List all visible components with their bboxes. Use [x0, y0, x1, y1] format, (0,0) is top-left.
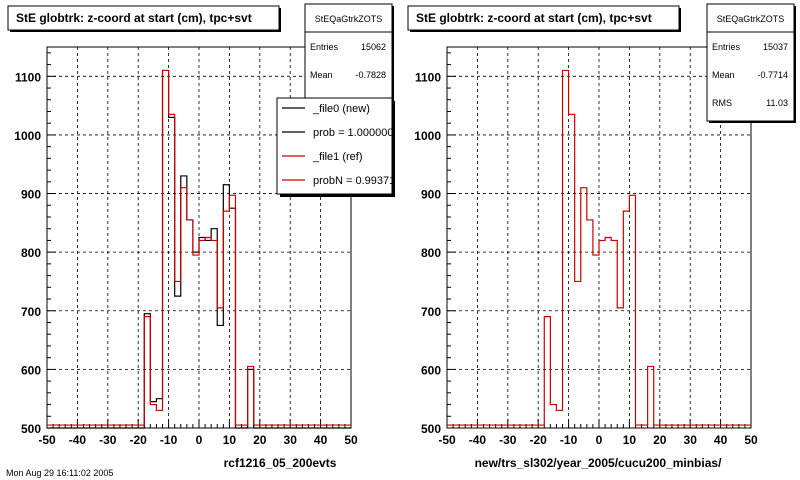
- x-tick-label: -40: [469, 433, 487, 447]
- x-tick-label: 10: [223, 433, 237, 447]
- footer-timestamp: Mon Aug 29 16:11:02 2005: [6, 468, 113, 478]
- x-tick-label: 40: [714, 433, 728, 447]
- stats-box: [706, 3, 795, 122]
- x-tick-label: -20: [130, 433, 148, 447]
- x-axis-title: new/trs_sl302/year_2005/cucu200_minbias/: [475, 456, 722, 470]
- histogram-panel-2: -50 -40 -30 -20 -10 0 10 20 30 40 50 500 600 700 800 90…: [407, 3, 796, 470]
- y-tick-label: 700: [421, 305, 441, 319]
- x-axis-title: rcf1216_05_200evts: [224, 456, 337, 470]
- x-tick-label: 10: [623, 433, 637, 447]
- title-box: [407, 5, 680, 31]
- stats-label: Mean: [712, 70, 735, 80]
- y-tick-label: 500: [421, 422, 441, 436]
- stats-title: StEQaGtrkZOTS: [315, 14, 383, 24]
- histogram-series-2: [47, 69, 351, 426]
- x-tick-label: 20: [653, 433, 667, 447]
- y-tick-label: 1100: [15, 70, 41, 84]
- stats-label: RMS: [712, 98, 732, 108]
- stats-label: Entries: [712, 42, 741, 52]
- y-tick-label: 1000: [14, 129, 41, 143]
- stats-value: 15062: [361, 42, 386, 52]
- x-tick-label: -30: [99, 433, 117, 447]
- legend-box: [276, 97, 393, 195]
- x-tick-label: -50: [38, 433, 56, 447]
- y-tick-label: 600: [421, 363, 441, 377]
- x-tick-label: -50: [438, 433, 456, 447]
- x-tick-label: -10: [160, 433, 178, 447]
- x-tick-label: 30: [284, 433, 298, 447]
- x-tick-label: 20: [253, 433, 267, 447]
- histogram-panel-1: -50 -40 -30 -20 -10 0 10 20 30 40 50 500 600 700 800 90…: [6, 3, 395, 478]
- y-tick-label: 1000: [414, 129, 441, 143]
- x-tick-label: -10: [560, 433, 578, 447]
- x-tick-label: 0: [596, 433, 603, 447]
- legend-label: prob = 1.000000: [313, 127, 393, 139]
- x-tick-label: 30: [684, 433, 698, 447]
- x-tick-label: 40: [314, 433, 328, 447]
- stats-label: Entries: [310, 42, 339, 52]
- legend-label: probN = 0.99371: [313, 175, 395, 187]
- stats-value: -0.7828: [355, 70, 386, 80]
- x-tick-label: 50: [344, 433, 358, 447]
- stats-value: -0.7714: [757, 70, 788, 80]
- legend-label: _file1 (ref): [312, 151, 363, 163]
- x-tick-label: -40: [69, 433, 87, 447]
- stats-value: 15037: [763, 42, 788, 52]
- stats-value: 11.03: [766, 98, 788, 108]
- legend-label: _file0 (new): [312, 103, 370, 115]
- y-tick-label: 1100: [415, 70, 441, 84]
- title-box: [7, 5, 280, 31]
- chart-title: StE globtrk: z-coord at start (cm), tpc+…: [416, 11, 652, 25]
- x-tick-label: -20: [530, 433, 548, 447]
- y-tick-label: 800: [421, 246, 441, 260]
- stats-label: Mean: [310, 70, 333, 80]
- y-tick-label: 800: [21, 246, 41, 260]
- histogram-series-1: [447, 69, 751, 426]
- chart-title: StE globtrk: z-coord at start (cm), tpc+…: [16, 11, 252, 25]
- y-tick-label: 600: [21, 363, 41, 377]
- y-tick-label: 500: [21, 422, 41, 436]
- y-tick-label: 900: [21, 188, 41, 202]
- y-tick-label: 700: [21, 305, 41, 319]
- plot-frame: [446, 46, 752, 429]
- y-tick-label: 900: [421, 188, 441, 202]
- stats-title: StEQaGtrkZOTS: [717, 14, 785, 24]
- x-tick-label: -30: [499, 433, 517, 447]
- x-tick-label: 0: [196, 433, 203, 447]
- x-tick-label: 50: [744, 433, 758, 447]
